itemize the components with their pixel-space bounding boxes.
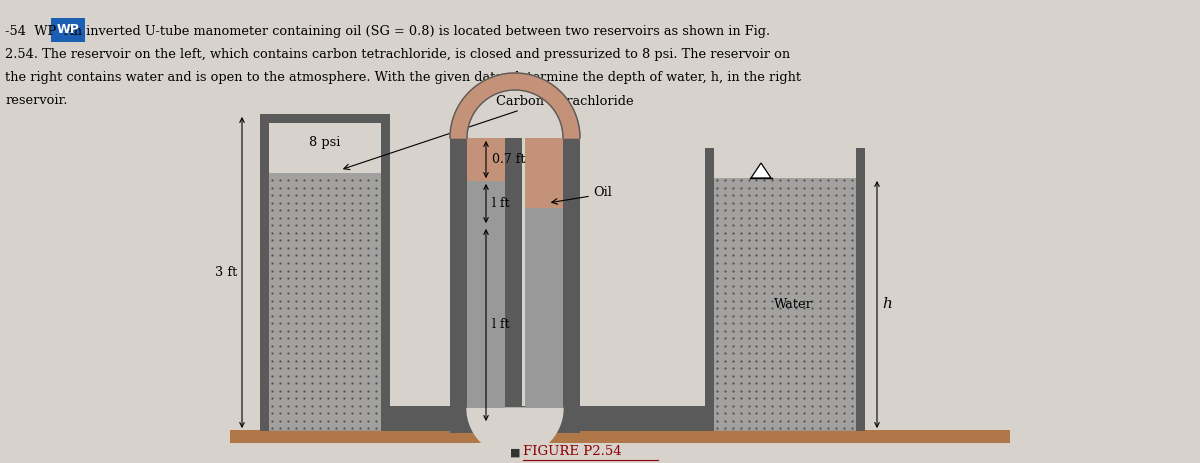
Text: 0.7 ft: 0.7 ft [492, 153, 526, 166]
Text: ■: ■ [510, 448, 520, 458]
Text: reservoir.: reservoir. [5, 94, 67, 107]
FancyBboxPatch shape [580, 406, 714, 431]
FancyBboxPatch shape [382, 406, 467, 431]
FancyBboxPatch shape [450, 138, 467, 408]
FancyBboxPatch shape [230, 430, 1010, 443]
Text: the right contains water and is open to the atmosphere. With the given data, det: the right contains water and is open to … [5, 71, 802, 84]
Text: 3 ft: 3 ft [215, 266, 238, 279]
Text: 8 psi: 8 psi [310, 137, 341, 150]
FancyBboxPatch shape [52, 18, 85, 42]
FancyBboxPatch shape [269, 173, 380, 431]
Text: WP: WP [56, 24, 79, 37]
Text: Carbon tetrachloride: Carbon tetrachloride [496, 95, 634, 108]
FancyBboxPatch shape [526, 138, 563, 208]
FancyBboxPatch shape [526, 138, 542, 408]
Text: Oil: Oil [593, 187, 612, 200]
FancyBboxPatch shape [467, 138, 505, 181]
FancyBboxPatch shape [382, 123, 390, 431]
Text: h: h [882, 298, 892, 312]
Text: -54  WP  An inverted U-tube manometer containing oil (SG = 0.8) is located betwe: -54 WP An inverted U-tube manometer cont… [5, 25, 770, 38]
Text: l ft: l ft [492, 197, 510, 210]
Text: FIGURE P2.54: FIGURE P2.54 [523, 445, 622, 458]
FancyBboxPatch shape [467, 181, 505, 408]
FancyBboxPatch shape [450, 406, 580, 433]
FancyBboxPatch shape [526, 208, 563, 408]
Text: l ft: l ft [492, 319, 510, 332]
Text: Water: Water [774, 298, 812, 311]
FancyBboxPatch shape [260, 123, 269, 431]
FancyBboxPatch shape [563, 138, 580, 408]
FancyBboxPatch shape [505, 138, 522, 408]
FancyBboxPatch shape [706, 148, 714, 431]
FancyBboxPatch shape [856, 148, 865, 431]
Polygon shape [751, 163, 772, 178]
Polygon shape [450, 73, 580, 138]
Text: 2.54. The reservoir on the left, which contains carbon tetrachloride, is closed : 2.54. The reservoir on the left, which c… [5, 48, 790, 61]
FancyBboxPatch shape [714, 178, 856, 431]
Polygon shape [467, 408, 563, 456]
FancyBboxPatch shape [260, 114, 390, 123]
